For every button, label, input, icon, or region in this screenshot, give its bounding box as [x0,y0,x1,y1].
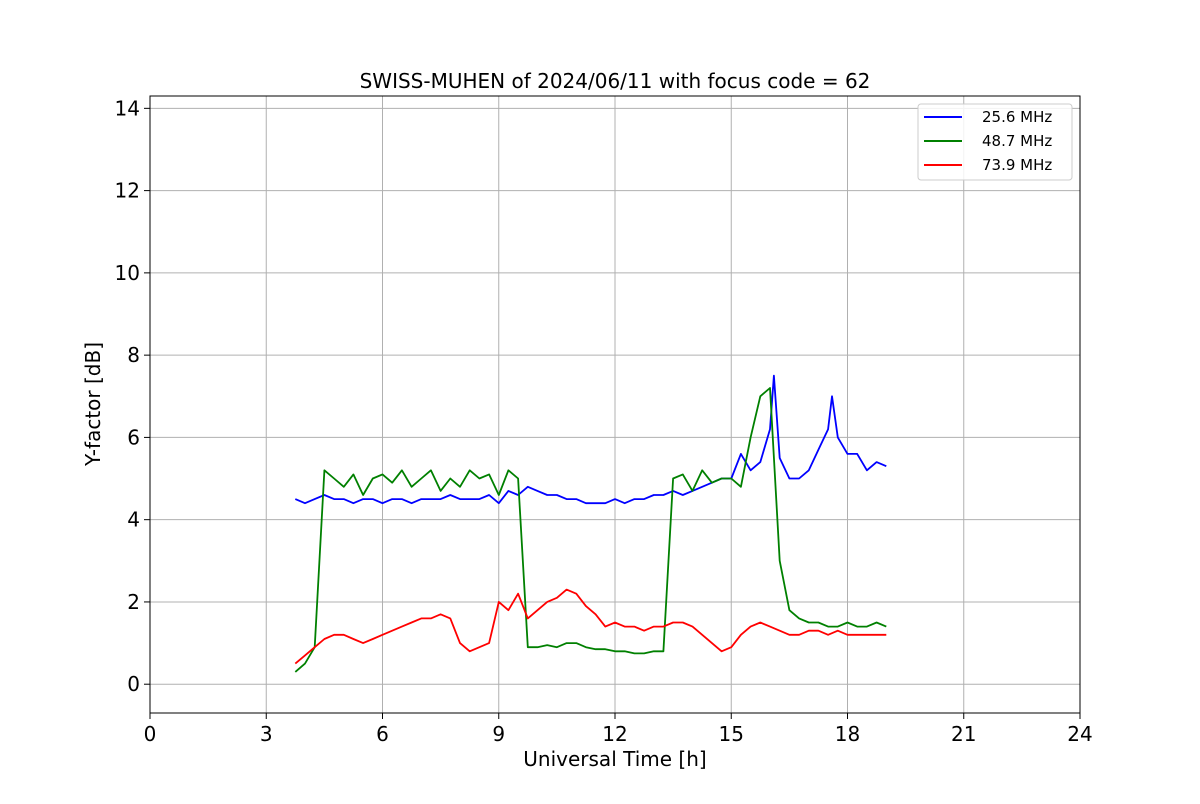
x-tick-label: 18 [835,722,860,746]
y-tick-label: 10 [115,261,140,285]
y-tick-label: 14 [115,96,140,120]
x-tick-label: 15 [719,722,744,746]
x-tick-label: 9 [492,722,505,746]
y-tick-label: 2 [127,590,140,614]
y-tick-label: 8 [127,343,140,367]
legend-label: 48.7 MHz [982,132,1052,150]
y-tick-label: 4 [127,508,140,532]
y-tick-label: 12 [115,179,140,203]
legend-label: 25.6 MHz [982,108,1052,126]
y-axis-label: Y-factor [dB] [81,342,105,467]
legend-label: 73.9 MHz [982,156,1052,174]
series-line-48-7-mhz [294,387,887,673]
y-tick-label: 6 [127,425,140,449]
legend: 25.6 MHz 48.7 MHz 73.9 MHz [917,103,1073,181]
x-tick-label: 24 [1067,722,1092,746]
x-axis-label: Universal Time [h] [523,747,706,771]
y-tick-label: 0 [127,672,140,696]
x-tick-label: 12 [602,722,627,746]
series-line-25-6-mhz [294,374,887,505]
chart-title: SWISS-MUHEN of 2024/06/11 with focus cod… [360,69,871,93]
x-tick-label: 21 [951,722,976,746]
legend-box [917,103,1073,181]
x-tick-label: 6 [376,722,389,746]
series-line-73-9-mhz [294,588,887,665]
series-layer [294,374,887,673]
x-tick-label: 0 [144,722,157,746]
x-tick-label: 3 [260,722,273,746]
